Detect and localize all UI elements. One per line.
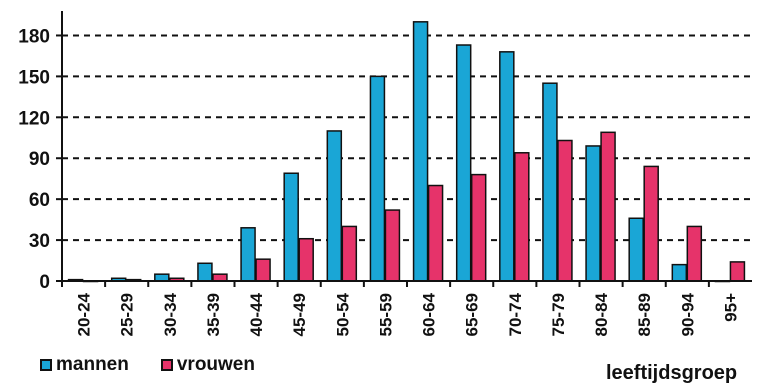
bar-vrouwen-55-59 [384, 209, 401, 282]
x-tick-label: 65-69 [463, 293, 482, 336]
y-tick-label: 60 [29, 190, 50, 211]
bar-vrouwen-90-94 [686, 225, 703, 282]
bar-vrouwen-95+ [729, 261, 746, 282]
legend-swatch-vrouwen [160, 359, 173, 371]
y-tick-label: 30 [29, 231, 50, 252]
x-tick-label: 45-49 [290, 293, 309, 336]
x-tick-label: 40-44 [247, 292, 266, 336]
bar-vrouwen-75-79 [557, 139, 573, 282]
x-tick-label: 90-94 [678, 292, 697, 336]
x-tick-label: 75-79 [549, 293, 568, 336]
bar-vrouwen-40-44 [255, 258, 271, 282]
bar-vrouwen-70-74 [514, 152, 530, 282]
bar-mannen-65-69 [455, 44, 472, 282]
bar-mannen-50-54 [326, 130, 343, 282]
legend-item-mannen: mannen [40, 354, 129, 376]
bar-vrouwen-35-39 [212, 273, 228, 282]
legend-item-vrouwen: vrouwen [160, 354, 255, 376]
y-tick-label: 120 [18, 108, 50, 129]
bar-mannen-55-59 [369, 75, 386, 282]
x-tick-label: 70-74 [506, 292, 525, 336]
legend-swatch-mannen [40, 359, 52, 371]
bar-mannen-30-34 [154, 273, 170, 282]
bar-vrouwen-65-69 [470, 173, 487, 282]
bar-vrouwen-60-64 [427, 184, 444, 282]
y-tick-label: 90 [29, 149, 50, 170]
x-tick-label: 55-59 [376, 293, 395, 336]
x-tick-label: 85-89 [635, 293, 654, 336]
x-tick-label: 80-84 [592, 292, 611, 336]
bar-vrouwen-85-89 [643, 165, 659, 282]
bar-vrouwen-80-84 [600, 131, 616, 282]
x-tick-label: 25-29 [118, 293, 137, 336]
bar-mannen-45-49 [283, 172, 299, 282]
x-tick-label: 95+ [721, 293, 740, 322]
x-tick-label: 30-34 [161, 292, 180, 336]
legend-label-vrouwen: vrouwen [176, 354, 255, 375]
bar-mannen-60-64 [412, 21, 429, 282]
legend-label-mannen: mannen [56, 354, 129, 375]
bar-mannen-80-84 [585, 145, 601, 282]
bar-mannen-70-74 [499, 51, 515, 282]
x-axis-label: leeftijdsgroep [606, 362, 738, 384]
bar-mannen-40-44 [240, 227, 256, 282]
bar-mannen-75-79 [542, 82, 558, 282]
x-tick-label: 50-54 [333, 292, 352, 336]
y-tick-label: 180 [18, 26, 50, 47]
y-tick-label: 150 [18, 67, 50, 88]
x-tick-label: 20-24 [75, 292, 94, 336]
bar-vrouwen-45-49 [298, 237, 314, 282]
y-tick-label: 0 [39, 272, 50, 293]
x-tick-label: 35-39 [204, 293, 223, 336]
bar-mannen-35-39 [197, 262, 213, 282]
bar-vrouwen-50-54 [341, 225, 358, 282]
bar-mannen-85-89 [628, 217, 644, 282]
bar-mannen-90-94 [671, 263, 688, 282]
legend: mannen vrouwen [40, 354, 255, 376]
x-tick-label: 60-64 [420, 292, 439, 336]
